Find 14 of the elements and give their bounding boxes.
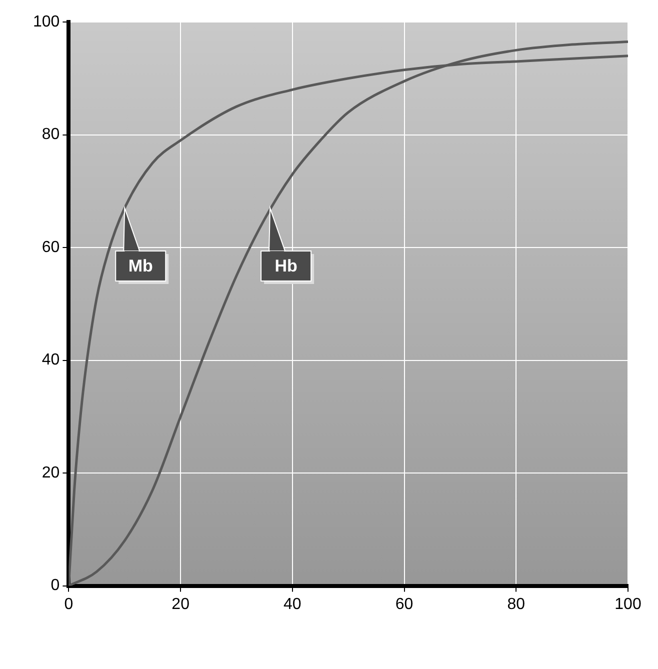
y-tick-label: 100 [32, 13, 60, 30]
annotation: Hb [274, 256, 298, 276]
y-tick-label: 0 [50, 577, 60, 594]
x-tick-label: 60 [395, 596, 414, 613]
x-tick-label: 100 [614, 596, 642, 613]
y-tick-label: 60 [42, 238, 60, 256]
x-tick-label: 0 [64, 596, 74, 613]
y-tick-label: 40 [42, 352, 60, 369]
annotation: Mb [128, 256, 153, 276]
x-tick-label: 40 [284, 596, 302, 613]
y-tick-label: 80 [42, 126, 60, 144]
y-tick-label: 20 [42, 464, 60, 482]
x-tick-label: 20 [172, 596, 190, 613]
x-tick-label: 80 [507, 596, 526, 613]
